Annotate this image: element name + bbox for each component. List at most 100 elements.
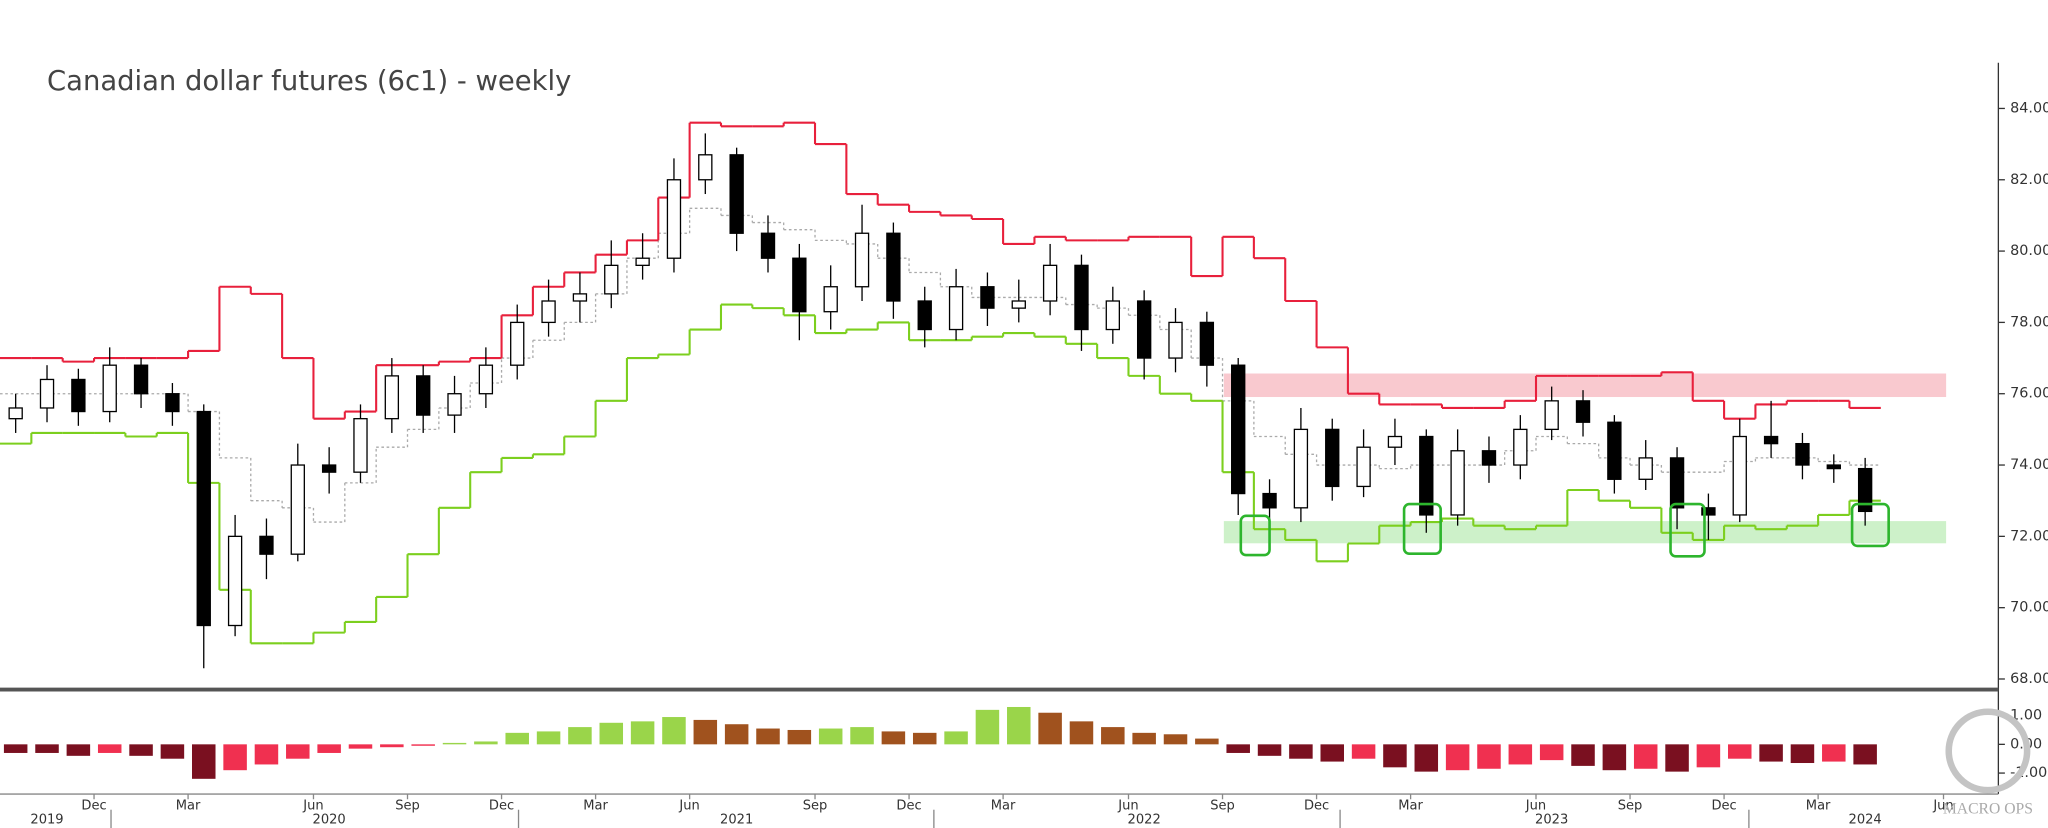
support-zone [1223, 521, 1947, 544]
candle-body [321, 464, 337, 473]
indicator-bar [1728, 744, 1752, 759]
indicator-bar [912, 732, 937, 745]
candle-body [541, 300, 556, 324]
year-label: 2019 [30, 813, 63, 828]
candle-body [729, 154, 744, 234]
indicator-bar [1101, 727, 1125, 745]
y-tick-label: 70.000 [2010, 600, 2048, 616]
chart-title: Canadian dollar futures (6c1) - weekly [47, 66, 571, 97]
indicator-bar [975, 709, 1000, 745]
candle-body [886, 232, 901, 302]
candle-body [666, 179, 682, 259]
year-label: 2021 [720, 813, 753, 828]
indicator-bar [599, 722, 624, 745]
candle-body [1544, 400, 1559, 431]
candle-body [71, 378, 86, 413]
x-tick-label: Jun [1525, 798, 1546, 813]
candle-body [1575, 400, 1591, 423]
y-tick-label: 78.000 [2010, 314, 2048, 330]
indicator-bar [1069, 721, 1094, 745]
candle-body [604, 264, 619, 295]
indicator-bar [1320, 744, 1344, 762]
indicator-bar [348, 744, 373, 749]
indicator-bar [1383, 744, 1407, 768]
indicator-bar [724, 724, 749, 745]
y-tick-label: 84.000 [2010, 100, 2048, 116]
indicator-bar [1477, 744, 1501, 769]
candle-body [980, 286, 995, 309]
candle-body [1356, 446, 1371, 488]
candle-body [1419, 435, 1434, 516]
candle-body [1607, 421, 1622, 480]
x-tick-label: Dec [1711, 798, 1736, 813]
candle-body [196, 410, 211, 627]
indicator-bar [3, 744, 28, 753]
candle-body [1262, 492, 1277, 509]
x-tick-label: Dec [1304, 798, 1329, 813]
watermark: MACRO OPS [1943, 800, 2033, 817]
candle-body [1074, 264, 1089, 331]
indicator-bar [254, 744, 279, 765]
indicator-bar [1351, 744, 1376, 759]
indicator-bar [1633, 744, 1658, 769]
candle-body [1168, 321, 1183, 359]
indicator-bar [1665, 744, 1689, 772]
candle-body [510, 321, 525, 366]
year-label: 2024 [1849, 813, 1882, 828]
y-tick-label: 82.000 [2010, 172, 2048, 188]
candle-body [1481, 450, 1497, 466]
indicator-bar [1571, 744, 1595, 766]
indicator-bar [1539, 744, 1564, 761]
x-tick-label: Jun [678, 798, 699, 813]
y-tick-label: 68.000 [2010, 671, 2048, 687]
indicator-bar [1790, 744, 1815, 764]
candle-body [1795, 442, 1810, 466]
indicator-bar [317, 744, 341, 753]
candle-body [1231, 364, 1246, 495]
x-tick-label: Mar [991, 798, 1016, 813]
indicator-bar [1759, 744, 1783, 762]
candle-body [1763, 435, 1779, 445]
indicator-bar [630, 721, 655, 745]
indicator-bar [662, 717, 686, 745]
indicator-bar [756, 728, 780, 745]
indicator-bar [474, 741, 498, 745]
candle-body [1011, 300, 1026, 309]
indicator-bar [411, 744, 435, 746]
candle-body [447, 393, 462, 416]
indicator-bar [693, 719, 718, 745]
candle-body [1513, 428, 1528, 466]
x-tick-label: Mar [583, 798, 608, 813]
indicator-bar [881, 731, 906, 745]
candle-body [823, 286, 838, 313]
indicator-bar [568, 727, 592, 745]
year-label: 2023 [1535, 813, 1568, 828]
y2-tick-label: 1.00 [2010, 708, 2042, 724]
candle-body [133, 364, 149, 395]
candle-body [698, 154, 713, 181]
candle-body [1669, 457, 1685, 509]
candle-body [1136, 300, 1152, 359]
indicator-bar [787, 729, 812, 745]
indicator-bar [850, 727, 874, 745]
year-separators [110, 809, 1750, 828]
candle-body [1732, 435, 1747, 516]
indicator-bar [129, 744, 153, 756]
candle-body [854, 232, 870, 288]
highlight-box [1402, 502, 1442, 556]
indicator-bar [1195, 738, 1219, 745]
candle-body [1638, 457, 1653, 480]
resistance-zone [1223, 373, 1947, 398]
candle-body [478, 364, 494, 395]
candle-body [1325, 428, 1340, 488]
indicator-bar [1602, 744, 1627, 771]
candle-body [8, 407, 23, 420]
year-label: 2022 [1128, 813, 1161, 828]
x-tick-label: Dec [896, 798, 921, 813]
y-tick-label: 74.000 [2010, 457, 2048, 473]
indicator-bar [1226, 744, 1250, 753]
candle-body [1826, 464, 1841, 470]
